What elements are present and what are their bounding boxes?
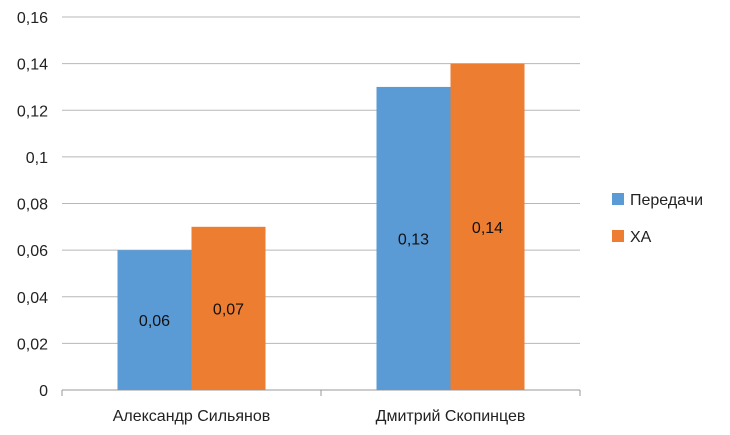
legend-label: Передачи (630, 192, 703, 209)
legend: Передачи ХА (612, 192, 703, 246)
bar-peredachi-0 (117, 250, 192, 390)
x-axis-categories: Александр Сильянов Дмитрий Скопинцев (113, 408, 526, 425)
y-tick-label: 0 (39, 383, 48, 400)
data-label: 0,06 (139, 313, 170, 330)
data-labels: 0,06 0,07 0,13 0,14 (139, 220, 503, 330)
y-tick-label: 0,1 (26, 150, 48, 167)
y-tick-label: 0,06 (17, 243, 48, 260)
y-tick-label: 0,02 (17, 336, 48, 353)
y-tick-label: 0,08 (17, 197, 48, 214)
y-tick-label: 0,12 (17, 103, 48, 120)
data-label: 0,13 (398, 231, 429, 248)
y-tick-label: 0,04 (17, 290, 48, 307)
x-category-label: Александр Сильянов (113, 408, 271, 425)
legend-label: ХА (630, 229, 652, 246)
bar-xa-1 (450, 63, 525, 390)
legend-swatch (612, 193, 624, 205)
data-label: 0,07 (213, 301, 244, 318)
x-category-label: Дмитрий Скопинцев (376, 408, 526, 425)
bar-xa-0 (191, 226, 266, 390)
y-axis-ticks: 0 0,02 0,04 0,06 0,08 0,1 0,12 0,14 0,16 (17, 10, 48, 400)
bars (117, 63, 525, 390)
legend-swatch (612, 230, 624, 242)
data-label: 0,14 (472, 220, 503, 237)
y-tick-label: 0,14 (17, 57, 48, 74)
y-tick-label: 0,16 (17, 10, 48, 27)
bar-peredachi-1 (376, 86, 451, 390)
